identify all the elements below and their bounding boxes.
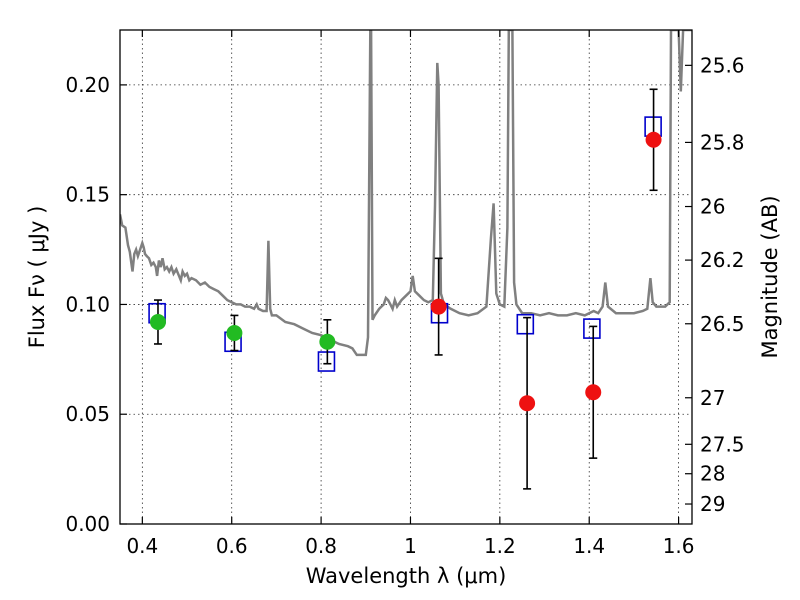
grid-lines <box>120 30 692 525</box>
magnitude-tick-label: 25.6 <box>700 53 745 77</box>
x-axis: 0.4 0.6 0.8 1 1.2 1.4 1.6 <box>126 30 695 558</box>
red-data-point <box>645 131 662 148</box>
y-tick-label: 0.10 <box>65 292 110 316</box>
green-data-point <box>319 333 336 350</box>
y-axis-label: Flux Fν ( μJy ) <box>25 206 49 349</box>
x-tick-label: 1 <box>404 534 417 558</box>
y-tick-label: 0.20 <box>65 73 110 97</box>
magnitude-tick-label: 25.8 <box>700 130 745 154</box>
magnitude-axis: 25.6 25.8 26 26.2 26.5 27 27.5 28 29 <box>685 53 745 516</box>
red-data-point <box>585 384 602 401</box>
model-spectrum-line <box>120 30 692 357</box>
x-tick-label: 0.4 <box>126 534 158 558</box>
magnitude-tick-label: 29 <box>700 492 725 516</box>
x-tick-label: 1.2 <box>484 534 516 558</box>
magnitude-axis-label: Magnitude (AB) <box>758 195 782 358</box>
model-photometry-square <box>516 313 535 335</box>
x-tick-label: 1.4 <box>573 534 605 558</box>
y-axis: 0.00 0.05 0.10 0.15 0.20 <box>65 73 127 536</box>
magnitude-tick-label: 26 <box>700 195 725 219</box>
magnitude-tick-label: 27.5 <box>700 432 745 456</box>
x-axis-label: Wavelength λ (μm) <box>306 564 507 588</box>
y-tick-label: 0.00 <box>65 512 110 536</box>
model-spectrum <box>120 30 692 357</box>
red-data-point <box>519 395 536 412</box>
green-data-point <box>149 314 166 331</box>
model-photometry-square <box>583 318 601 339</box>
model-photometry-square <box>317 351 336 372</box>
magnitude-tick-label: 27 <box>700 386 725 410</box>
x-tick-label: 1.6 <box>663 534 695 558</box>
magnitude-tick-label: 26.5 <box>700 312 745 336</box>
x-tick-label: 0.6 <box>216 534 248 558</box>
plot-frame <box>119 29 693 525</box>
y-tick-label: 0.05 <box>65 402 110 426</box>
y-tick-label: 0.15 <box>65 183 110 207</box>
data-points <box>148 88 662 490</box>
x-tick-label: 0.8 <box>305 534 337 558</box>
green-data-point <box>226 324 243 341</box>
magnitude-tick-label: 28 <box>700 462 725 486</box>
magnitude-tick-label: 26.2 <box>700 248 745 272</box>
red-data-point <box>430 298 447 315</box>
